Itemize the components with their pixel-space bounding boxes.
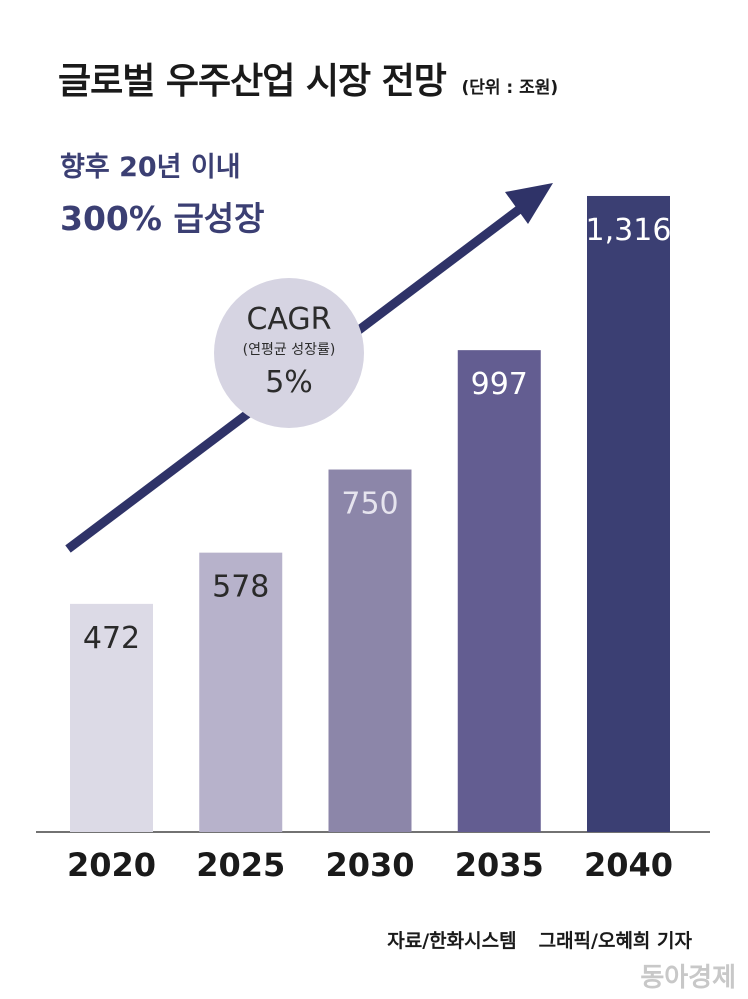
value-label-2040: 1,316 bbox=[586, 213, 672, 248]
category-label-2020: 2020 bbox=[67, 846, 156, 884]
cagr-label: CAGR bbox=[246, 302, 332, 337]
cagr-sub: (연평균 성장률) bbox=[242, 342, 336, 358]
category-label-2025: 2025 bbox=[196, 846, 285, 884]
unit-label: (단위 : 조원) bbox=[461, 78, 559, 98]
value-label-2030: 750 bbox=[341, 487, 398, 522]
value-label-2025: 578 bbox=[212, 570, 269, 605]
cagr-value: 5% bbox=[265, 365, 313, 400]
bar-2030 bbox=[328, 469, 412, 832]
chart-title: 글로벌 우주산업 시장 전망 (단위 : 조원) bbox=[58, 52, 558, 104]
title-text: 글로벌 우주산업 시장 전망 bbox=[58, 61, 447, 102]
cagr-badge: CAGR (연평균 성장률) 5% bbox=[214, 278, 364, 428]
bar-2035 bbox=[457, 350, 541, 832]
category-label-2030: 2030 bbox=[325, 846, 414, 884]
source-graphic: 그래픽/오혜희 기자 bbox=[538, 930, 692, 952]
growth-arrow-head-icon bbox=[505, 183, 553, 224]
bar-2040 bbox=[587, 195, 670, 833]
headline-line1: 향후 20년 이내 bbox=[60, 152, 241, 183]
headline-line2: 300% 급성장 bbox=[60, 199, 265, 238]
watermark-logo: 동아경제 bbox=[640, 963, 736, 993]
category-label-2035: 2035 bbox=[455, 846, 544, 884]
value-label-2035: 997 bbox=[471, 367, 528, 402]
bar-2025 bbox=[199, 552, 283, 832]
category-label-2040: 2040 bbox=[584, 846, 673, 884]
value-label-2020: 472 bbox=[83, 621, 140, 656]
bar-2020 bbox=[70, 603, 153, 832]
source-credit: 자료/한화시스템 그래픽/오혜희 기자 bbox=[387, 926, 692, 953]
source-data: 자료/한화시스템 bbox=[387, 930, 517, 952]
